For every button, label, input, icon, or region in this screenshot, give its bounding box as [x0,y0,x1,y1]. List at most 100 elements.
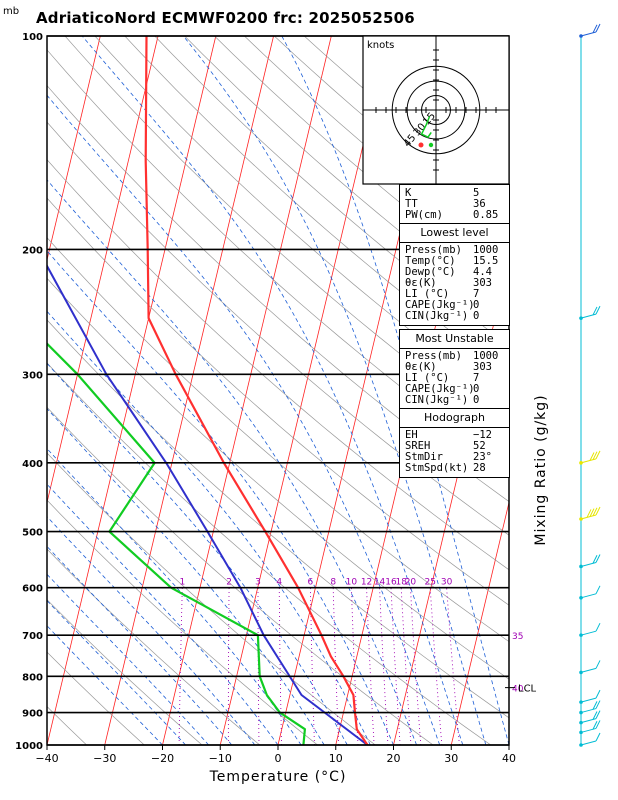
wind-barb-shaft [580,593,597,599]
pressure-tick-label: 900 [22,709,43,720]
pressure-tick-label: 500 [22,528,43,539]
mixing-ratio-label: 12 [361,578,372,588]
index-value: 0 [473,383,480,395]
hodograph-index-title: Hodograph [400,409,509,428]
wind-barb-feather [592,555,598,564]
theta-label: 35 [512,632,523,642]
lowest-level-title: Lowest level [400,224,509,243]
isotherm-line [162,36,332,745]
index-value: 7 [473,288,480,300]
hodograph-ring [391,65,481,155]
mixing-ratio-label: 10 [346,578,358,588]
temperature-tick-label: 30 [444,752,458,765]
index-value: 0 [473,310,480,322]
pressure-tick-label: 400 [22,459,43,470]
index-row: LI (°C) 7 [400,373,509,384]
temperature-tick-label: 0 [275,752,282,765]
wind-barb-shaft [580,458,597,464]
wind-barb-feather [595,700,601,709]
dry-adiabat-line [214,36,509,289]
index-row: Temp(°C) 15.5 [400,256,509,267]
mixing-ratio-label: 2 [226,578,232,588]
hodograph-index-table: Hodograph EH −12 SREH 52 StmDir 23° StmSpd(kt)… [399,408,510,478]
moist-adiabat-line [183,36,487,745]
index-row: TT 36 [400,199,509,210]
index-value: 0 [473,299,480,311]
dry-adiabat-line [47,237,509,643]
dry-adiabat-line [47,548,261,745]
mixing-ratio-label: 3 [255,578,261,588]
wind-barb-feather [595,710,601,719]
hodograph-ring [421,95,451,125]
dry-adiabat-line [47,85,509,502]
index-row: CIN(Jkg⁻¹) 0 [400,311,509,322]
temperature-tick-label: −10 [209,752,232,765]
wind-barb-shaft [580,667,597,673]
mixing-ratio-label: 30 [441,578,453,588]
wind-barb-shaft [580,697,597,703]
wind-barb-feather [592,451,598,460]
index-label: θε(K) [405,361,437,373]
wind-barb [580,720,601,733]
isotherm-line [47,36,159,505]
wind-barb-shaft [580,630,597,636]
wind-barb [580,23,601,37]
index-value: 0 [473,394,480,406]
wind-barb [580,700,601,714]
index-label: CAPE(Jkg⁻¹) [405,383,475,395]
index-value: 1000 [473,244,499,256]
index-row: Press(mb) 1000 [400,351,509,362]
index-value: 52 [473,440,486,452]
index-label: Press(mb) [405,244,462,256]
dry-adiabat-line [47,362,492,745]
index-row: θε(K) 303 [400,278,509,289]
index-value: 4.4 [473,266,492,278]
index-row: PW(cm) 0.85 [400,210,509,221]
wind-barb-feather [592,701,598,710]
mixing-ratio-line [278,587,282,745]
wind-barb-feather [595,305,601,315]
index-label: Press(mb) [405,350,462,362]
index-label: Temp(°C) [405,255,456,267]
pressure-tick-label: 1000 [15,741,43,752]
dry-adiabat-line [47,159,509,571]
moist-adiabat-line [47,250,394,745]
index-label: EH [405,429,418,441]
wind-barb [580,450,601,464]
pressure-tick-label: 300 [22,370,43,381]
wind-barb-feather [589,452,595,461]
wind-barb-shaft [580,31,597,37]
temperature-tick-label: −40 [35,752,58,765]
wind-barb-feather [595,689,601,699]
index-value: 1000 [473,350,499,362]
temperature-tick-label: 40 [502,752,516,765]
indices-top-box: K 5 TT 36 PW(cm) 0.85 [399,184,510,225]
wind-barb-feather [592,711,598,720]
dry-adiabat-line [64,36,509,438]
mixing-ratio-line [400,587,412,745]
index-row: StmSpd(kt) 28 [400,463,509,474]
isotherm-line [47,36,101,262]
index-label: LI (°C) [405,372,450,384]
isotherm-line [104,36,274,745]
moist-adiabat-line [47,179,417,745]
temperature-tick-label: 20 [387,752,401,765]
hodograph-ring [406,80,466,140]
index-label: CAPE(Jkg⁻¹) [405,299,475,311]
dry-adiabat-line [47,452,376,745]
dry-adiabat-line [124,36,509,376]
dry-adiabat-line [184,36,509,317]
moist-adiabat-line [47,545,233,745]
indices-top-table: K 5 TT 36 PW(cm) 0.85 [399,184,510,225]
index-value: 23° [473,451,492,463]
dewpoint-trace [47,342,306,745]
index-row: LI (°C) 7 [400,289,509,300]
hodograph-trace [420,116,432,139]
hodograph-end-marker [428,142,434,148]
dry-adiabat-line [154,36,509,346]
wind-barb [580,660,601,673]
index-value: 15.5 [473,255,499,267]
dry-adiabat-line [47,197,509,606]
dry-adiabat-line [47,599,203,745]
